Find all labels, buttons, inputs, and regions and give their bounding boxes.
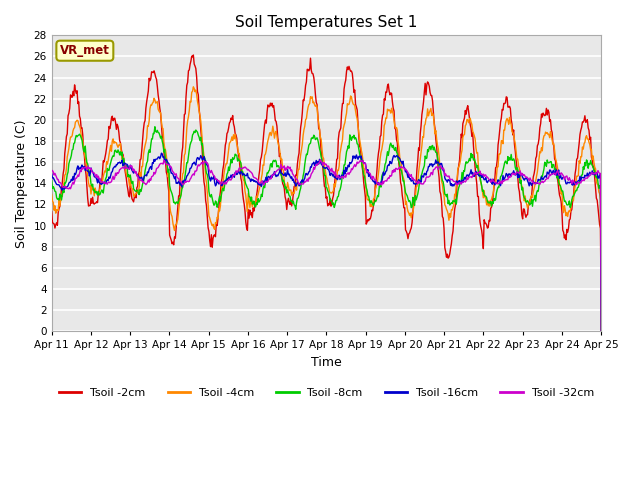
Legend: Tsoil -2cm, Tsoil -4cm, Tsoil -8cm, Tsoil -16cm, Tsoil -32cm: Tsoil -2cm, Tsoil -4cm, Tsoil -8cm, Tsoi… bbox=[55, 384, 598, 403]
Y-axis label: Soil Temperature (C): Soil Temperature (C) bbox=[15, 119, 28, 248]
Title: Soil Temperatures Set 1: Soil Temperatures Set 1 bbox=[236, 15, 418, 30]
Text: VR_met: VR_met bbox=[60, 44, 110, 57]
X-axis label: Time: Time bbox=[311, 356, 342, 369]
